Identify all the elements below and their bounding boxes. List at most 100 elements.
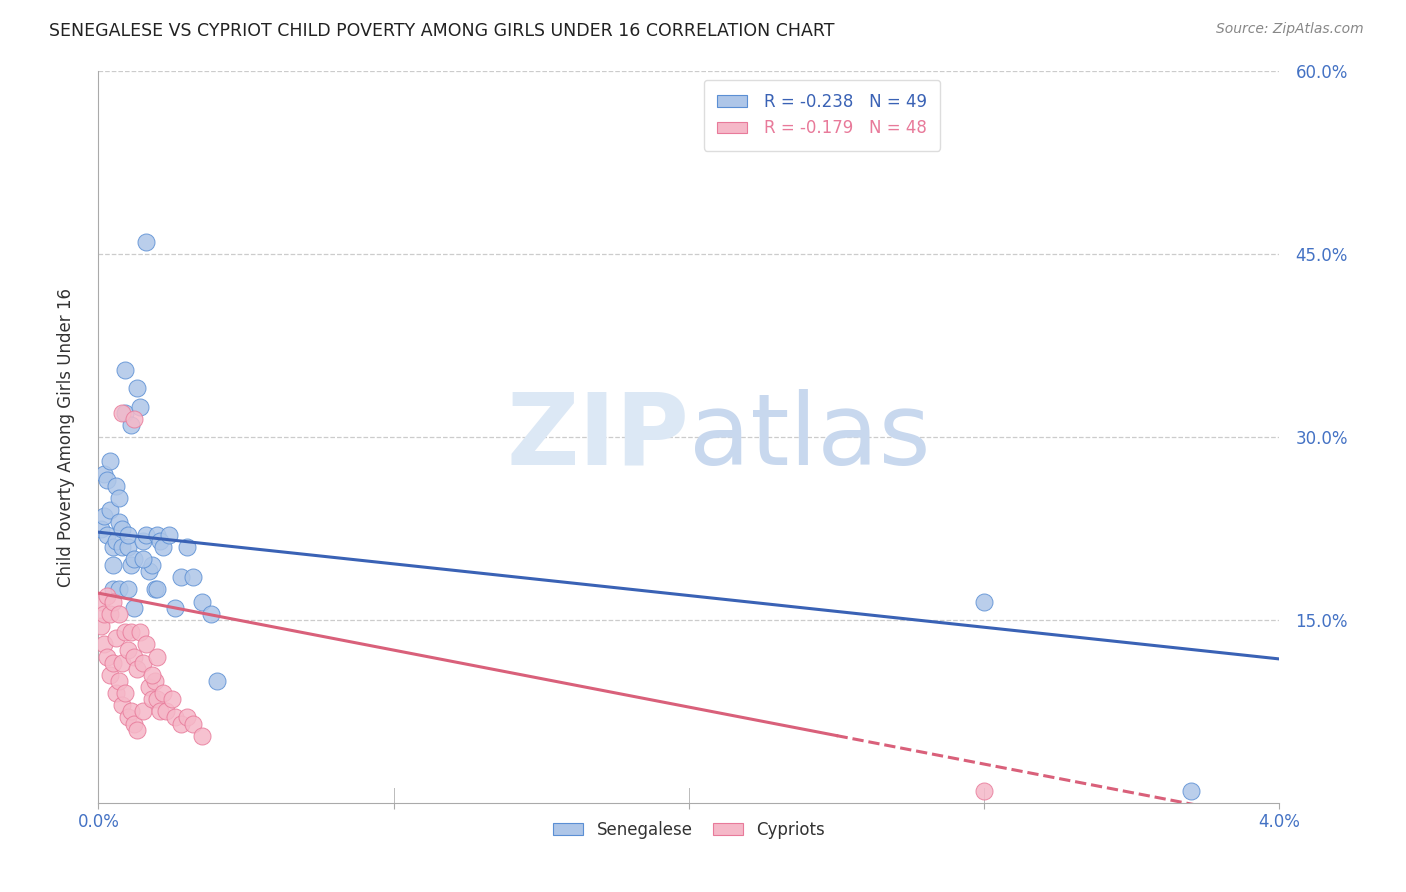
Point bbox=[132, 705, 155, 719]
Text: ZIP: ZIP bbox=[506, 389, 689, 485]
Point bbox=[162, 692, 183, 706]
Point bbox=[138, 564, 160, 578]
Point bbox=[108, 673, 131, 688]
Point bbox=[111, 540, 134, 554]
Point bbox=[96, 589, 118, 603]
Text: atlas: atlas bbox=[689, 389, 931, 485]
Point bbox=[165, 600, 187, 615]
Point bbox=[114, 625, 136, 640]
Point bbox=[135, 637, 157, 651]
Point bbox=[117, 643, 139, 657]
Point bbox=[149, 533, 172, 548]
Point bbox=[200, 607, 222, 621]
Point bbox=[98, 607, 121, 621]
Point bbox=[1180, 783, 1202, 797]
Point bbox=[132, 533, 155, 548]
Point bbox=[122, 552, 145, 566]
Point bbox=[138, 680, 160, 694]
Point bbox=[143, 582, 166, 597]
Point bbox=[90, 619, 112, 633]
Point bbox=[135, 235, 157, 249]
Point bbox=[117, 710, 139, 724]
Point bbox=[114, 686, 136, 700]
Point bbox=[90, 521, 112, 535]
Point bbox=[125, 662, 148, 676]
Point bbox=[93, 509, 115, 524]
Point bbox=[114, 363, 136, 377]
Text: SENEGALESE VS CYPRIOT CHILD POVERTY AMONG GIRLS UNDER 16 CORRELATION CHART: SENEGALESE VS CYPRIOT CHILD POVERTY AMON… bbox=[49, 22, 835, 40]
Point bbox=[170, 716, 193, 731]
Point bbox=[135, 527, 157, 541]
Point bbox=[128, 625, 150, 640]
Point bbox=[170, 570, 193, 584]
Point bbox=[181, 570, 204, 584]
Point bbox=[114, 406, 136, 420]
Point bbox=[96, 473, 118, 487]
Point bbox=[111, 656, 134, 670]
Point bbox=[96, 527, 118, 541]
Point bbox=[96, 649, 118, 664]
Point bbox=[143, 673, 166, 688]
Point bbox=[111, 698, 134, 713]
Point bbox=[125, 723, 148, 737]
Point bbox=[165, 710, 187, 724]
Point bbox=[93, 637, 115, 651]
Point bbox=[93, 607, 115, 621]
Point bbox=[105, 632, 128, 646]
Point bbox=[132, 656, 155, 670]
Point bbox=[155, 705, 177, 719]
Point bbox=[111, 406, 134, 420]
Point bbox=[98, 667, 121, 681]
Point bbox=[146, 582, 169, 597]
Point bbox=[120, 625, 142, 640]
Point bbox=[120, 558, 142, 573]
Point bbox=[103, 540, 125, 554]
Point bbox=[105, 686, 128, 700]
Point bbox=[117, 527, 139, 541]
Point bbox=[108, 516, 131, 530]
Point bbox=[120, 417, 142, 432]
Point bbox=[108, 582, 131, 597]
Point bbox=[98, 503, 121, 517]
Point bbox=[105, 479, 128, 493]
Point bbox=[181, 716, 204, 731]
Point bbox=[141, 692, 163, 706]
Point bbox=[108, 607, 131, 621]
Point bbox=[146, 692, 169, 706]
Point bbox=[122, 412, 145, 426]
Point bbox=[111, 521, 134, 535]
Point bbox=[125, 381, 148, 395]
Point bbox=[152, 540, 174, 554]
Point bbox=[176, 540, 198, 554]
Point bbox=[120, 705, 142, 719]
Point bbox=[90, 594, 112, 608]
Point bbox=[108, 491, 131, 505]
Point bbox=[103, 656, 125, 670]
Point bbox=[149, 705, 172, 719]
Point bbox=[98, 454, 121, 468]
Point bbox=[93, 467, 115, 481]
Point bbox=[122, 600, 145, 615]
Point bbox=[122, 716, 145, 731]
Point bbox=[146, 527, 169, 541]
Legend: Senegalese, Cypriots: Senegalese, Cypriots bbox=[547, 814, 831, 846]
Point bbox=[128, 400, 150, 414]
Point bbox=[157, 527, 180, 541]
Point bbox=[146, 649, 169, 664]
Point bbox=[122, 649, 145, 664]
Point bbox=[191, 729, 214, 743]
Point bbox=[176, 710, 198, 724]
Point bbox=[191, 594, 214, 608]
Point bbox=[141, 667, 163, 681]
Point bbox=[152, 686, 174, 700]
Point bbox=[973, 594, 995, 608]
Point bbox=[103, 594, 125, 608]
Point bbox=[103, 558, 125, 573]
Point bbox=[205, 673, 228, 688]
Point bbox=[103, 582, 125, 597]
Text: Source: ZipAtlas.com: Source: ZipAtlas.com bbox=[1216, 22, 1364, 37]
Point bbox=[117, 582, 139, 597]
Point bbox=[141, 558, 163, 573]
Y-axis label: Child Poverty Among Girls Under 16: Child Poverty Among Girls Under 16 bbox=[56, 287, 75, 587]
Point bbox=[132, 552, 155, 566]
